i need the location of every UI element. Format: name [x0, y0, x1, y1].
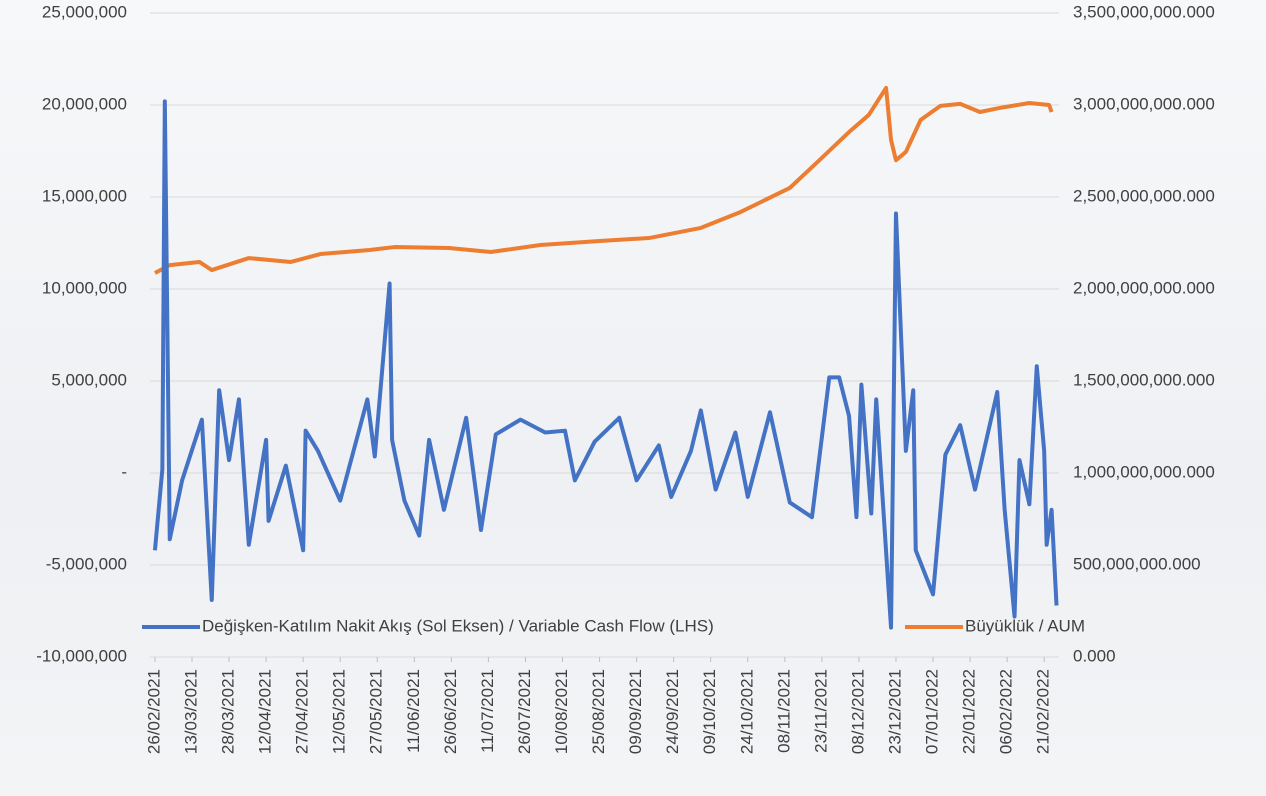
y-tick-label: 25,000,000 [42, 2, 127, 21]
x-tick-label: 11/06/2021 [404, 669, 423, 753]
series-line [153, 85, 1054, 275]
y2-tick-label: 2,000,000,000.000 [1073, 278, 1215, 297]
y-tick-label: 15,000,000 [42, 186, 127, 205]
x-tick-label: 08/11/2021 [774, 669, 793, 753]
y2-tick-label: 500,000,000.000 [1073, 554, 1201, 573]
y2-tick-label: 2,500,000,000.000 [1073, 186, 1215, 205]
legend-label: Büyüklük / AUM [965, 616, 1085, 635]
y-tick-label: -10,000,000 [36, 646, 127, 665]
y-tick-label: 5,000,000 [51, 370, 127, 389]
x-tick-label: 11/07/2021 [478, 669, 497, 753]
x-tick-label: 13/03/2021 [181, 669, 200, 754]
y2-tick-label: 0.000 [1073, 646, 1116, 665]
x-tick-label: 26/07/2021 [515, 669, 534, 754]
x-tick-label: 12/04/2021 [256, 669, 275, 754]
x-tick-label: 27/04/2021 [293, 669, 312, 754]
x-tick-label: 08/12/2021 [848, 669, 867, 754]
y2-tick-label: 1,500,000,000.000 [1073, 370, 1215, 389]
x-tick-label: 12/05/2021 [330, 669, 349, 754]
y2-tick-label: 3,000,000,000.000 [1073, 94, 1215, 113]
x-tick-label: 22/01/2022 [960, 669, 979, 754]
x-tick-label: 09/09/2021 [626, 669, 645, 754]
x-tick-label: 24/09/2021 [663, 669, 682, 754]
x-tick-label: 21/02/2022 [1034, 669, 1053, 754]
y2-tick-label: 1,000,000,000.000 [1073, 462, 1215, 481]
legend-label: Değişken-Katılım Nakit Akış (Sol Eksen) … [202, 616, 714, 635]
y-tick-label: -5,000,000 [46, 554, 127, 573]
x-tick-label: 26/02/2021 [144, 669, 163, 754]
y2-tick-label: 3,500,000,000.000 [1073, 2, 1215, 21]
series-line [152, 99, 1059, 630]
y-tick-label: 20,000,000 [42, 94, 127, 113]
x-tick-label: 24/10/2021 [737, 669, 756, 754]
x-tick-label: 23/11/2021 [811, 669, 830, 753]
x-tick-label: 06/02/2022 [997, 669, 1016, 754]
x-tick-label: 09/10/2021 [700, 669, 719, 754]
x-tick-label: 23/12/2021 [885, 669, 904, 754]
x-tick-label: 10/08/2021 [552, 669, 571, 754]
y-tick-label: 10,000,000 [42, 278, 127, 297]
x-tick-label: 27/05/2021 [367, 669, 386, 754]
y-tick-label: - [121, 462, 127, 481]
x-tick-label: 26/06/2021 [441, 669, 460, 754]
x-tick-label: 07/01/2022 [923, 669, 942, 754]
x-tick-label: 25/08/2021 [589, 669, 608, 754]
x-tick-label: 28/03/2021 [219, 669, 238, 754]
